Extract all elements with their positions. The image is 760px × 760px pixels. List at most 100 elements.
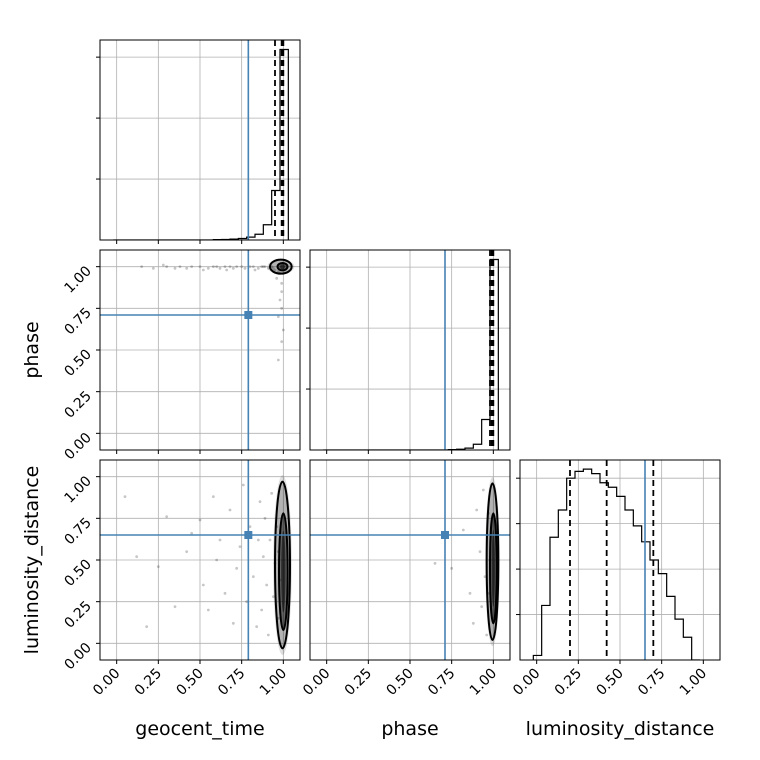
sample-point [165, 515, 169, 519]
sample-point [265, 583, 269, 587]
sample-point [201, 268, 205, 272]
sample-point [253, 268, 257, 272]
sample-point [190, 531, 194, 535]
sample-point [260, 608, 264, 612]
sample-point [206, 608, 210, 612]
sample-point [280, 306, 284, 310]
sample-point [206, 266, 210, 270]
panel-phase-vs-phase [306, 249, 511, 454]
sample-point [468, 591, 472, 595]
sample-point [248, 525, 252, 529]
sample-point [173, 605, 177, 609]
sample-point [161, 263, 165, 267]
x-tick-label: 0.75 [215, 666, 248, 699]
sample-point [263, 265, 267, 269]
sample-point [215, 265, 219, 269]
sample-point [480, 605, 484, 609]
sample-point [223, 591, 227, 595]
x-tick-label: 0.50 [593, 666, 626, 699]
panel-content [310, 460, 510, 660]
truth-marker [244, 531, 253, 539]
sample-point [483, 575, 487, 579]
x-tick-label: 0.25 [342, 666, 375, 699]
sample-point [178, 265, 182, 269]
sample-point [278, 298, 282, 302]
sample-point [223, 265, 227, 269]
sample-point [185, 266, 189, 270]
sample-point [266, 266, 270, 270]
sample-point [231, 621, 235, 625]
sample-point [271, 266, 275, 270]
x-tick-label: 1.00 [257, 666, 290, 699]
sample-point [228, 508, 232, 512]
sample-point [280, 281, 284, 285]
sample-point [173, 266, 177, 270]
sample-point [260, 265, 264, 269]
panel-content [100, 40, 300, 240]
sample-point [218, 538, 222, 542]
sample-point [280, 340, 284, 344]
sample-point [485, 633, 489, 637]
sample-point [211, 265, 215, 269]
sample-point [251, 265, 255, 269]
y-tick-label: 0.50 [61, 347, 94, 380]
sample-point [190, 265, 194, 269]
sample-point [266, 633, 270, 637]
y-tick-label: 1.00 [61, 263, 94, 296]
sample-point [475, 508, 479, 512]
panel-luminosity_distance-vs-luminosity_distance [516, 459, 721, 664]
sample-point [198, 265, 202, 269]
sample-point [225, 268, 229, 272]
sample-point [238, 545, 242, 549]
sample-point [450, 566, 454, 570]
y-tick-label: 0.00 [61, 640, 94, 673]
sample-point [276, 358, 280, 362]
sample-point [261, 555, 265, 559]
sample-point [273, 268, 277, 272]
sample-point [231, 266, 235, 270]
sample-point [461, 528, 465, 532]
sample-point [235, 265, 239, 269]
panel-luminosity_distance-vs-phase [309, 459, 511, 664]
x-axis-label-geocent_time: geocent_time [135, 718, 264, 740]
panel-content [100, 460, 300, 660]
y-axis-label-luminosity_distance: luminosity_distance [21, 466, 43, 655]
sample-point [228, 265, 232, 269]
density-core [491, 529, 496, 607]
sample-point [156, 565, 160, 569]
x-tick-label: 0.75 [425, 666, 458, 699]
x-tick-label: 0.25 [552, 666, 585, 699]
panel-phase-vs-geocent_time [96, 249, 301, 454]
sample-point [218, 266, 222, 270]
sample-point [270, 491, 274, 495]
sample-point [276, 315, 280, 319]
sample-point [135, 555, 139, 559]
sample-point [211, 495, 215, 499]
sample-point [263, 516, 267, 520]
sample-point [433, 561, 437, 565]
y-tick-label: 0.50 [61, 557, 94, 590]
sample-point [271, 595, 275, 599]
y-tick-label: 0.75 [61, 305, 94, 338]
x-tick-label: 0.00 [510, 666, 543, 699]
panel-content [310, 250, 510, 450]
sample-point [248, 265, 252, 269]
sample-point [261, 265, 265, 269]
sample-point [256, 538, 260, 542]
panel-luminosity_distance-vs-geocent_time [96, 459, 301, 664]
sample-point [240, 265, 244, 269]
sample-point [268, 538, 272, 542]
sample-point [185, 550, 189, 554]
sample-point [123, 495, 127, 499]
x-tick-label: 0.00 [90, 666, 123, 699]
panel-geocent_time-vs-geocent_time [96, 39, 301, 244]
sample-point [235, 566, 239, 570]
y-tick-label: 0.25 [61, 388, 94, 421]
sample-point [275, 276, 279, 280]
sample-point [201, 583, 205, 587]
sample-point [140, 265, 144, 269]
x-tick-label: 1.00 [467, 666, 500, 699]
sample-point [245, 600, 249, 604]
sample-point [198, 518, 202, 522]
